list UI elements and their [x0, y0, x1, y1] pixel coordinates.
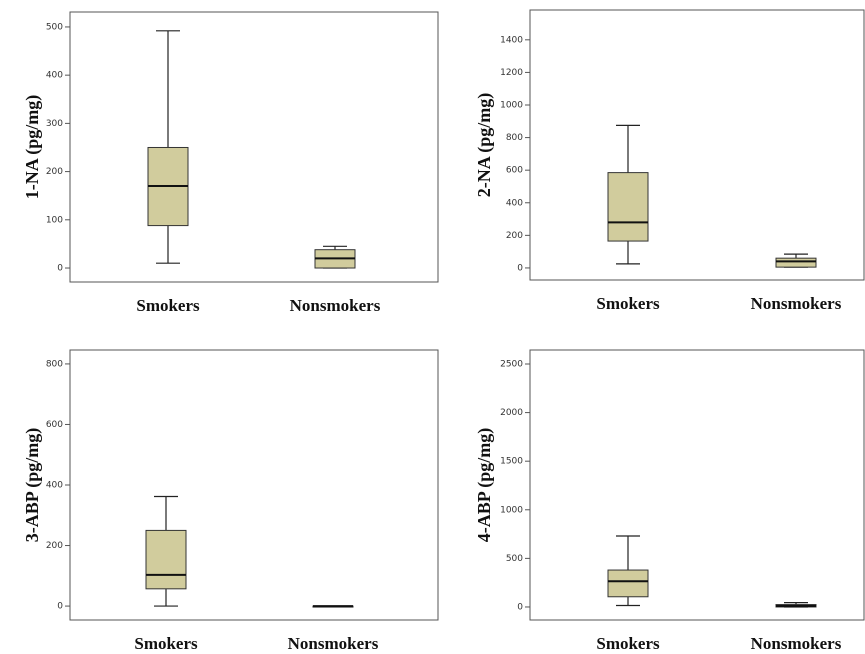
box [607, 569, 649, 598]
y-axis-label: 2-NA (pg/mg) [474, 93, 495, 198]
y-axis-label: 3-ABP (pg/mg) [22, 428, 43, 543]
category-label: Smokers [596, 294, 660, 313]
y-tick-label: 0 [57, 264, 63, 274]
y-tick-label: 2000 [500, 408, 523, 418]
category-label: Smokers [134, 634, 198, 653]
y-tick-label: 200 [46, 167, 63, 177]
plot-frame [69, 349, 439, 621]
y-tick-label: 800 [506, 133, 523, 143]
box [607, 172, 649, 242]
box [145, 529, 187, 590]
y-tick-label: 200 [46, 541, 63, 551]
y-tick-label: 400 [506, 198, 523, 208]
plot-frame [69, 11, 439, 283]
plot-frame [529, 349, 865, 621]
box [775, 257, 817, 268]
y-tick-label: 0 [517, 602, 523, 612]
y-tick-label: 300 [46, 119, 63, 129]
y-tick-label: 500 [506, 554, 523, 564]
y-tick-label: 2500 [500, 359, 523, 369]
category-label: Nonsmokers [290, 296, 381, 315]
y-axis-label: 1-NA (pg/mg) [22, 95, 43, 200]
category-label: Smokers [136, 296, 200, 315]
y-tick-label: 1500 [500, 457, 523, 467]
y-tick-label: 1400 [500, 35, 523, 45]
y-tick-label: 400 [46, 481, 63, 491]
plot-frame [529, 9, 865, 281]
category-label: Nonsmokers [288, 634, 379, 653]
y-tick-label: 500 [46, 22, 63, 32]
y-tick-label: 600 [506, 166, 523, 176]
category-label: Nonsmokers [751, 294, 842, 313]
y-tick-label: 800 [46, 359, 63, 369]
y-tick-label: 400 [46, 71, 63, 81]
y-tick-label: 200 [506, 231, 523, 241]
category-label: Smokers [596, 634, 660, 653]
y-tick-label: 0 [517, 263, 523, 273]
y-tick-label: 0 [57, 602, 63, 612]
category-label: Nonsmokers [751, 634, 842, 653]
y-tick-label: 1000 [500, 100, 523, 110]
y-tick-label: 1200 [500, 68, 523, 78]
y-tick-label: 1000 [500, 505, 523, 515]
y-tick-label: 100 [46, 215, 63, 225]
y-tick-label: 600 [46, 420, 63, 430]
y-axis-label: 4-ABP (pg/mg) [474, 428, 495, 543]
